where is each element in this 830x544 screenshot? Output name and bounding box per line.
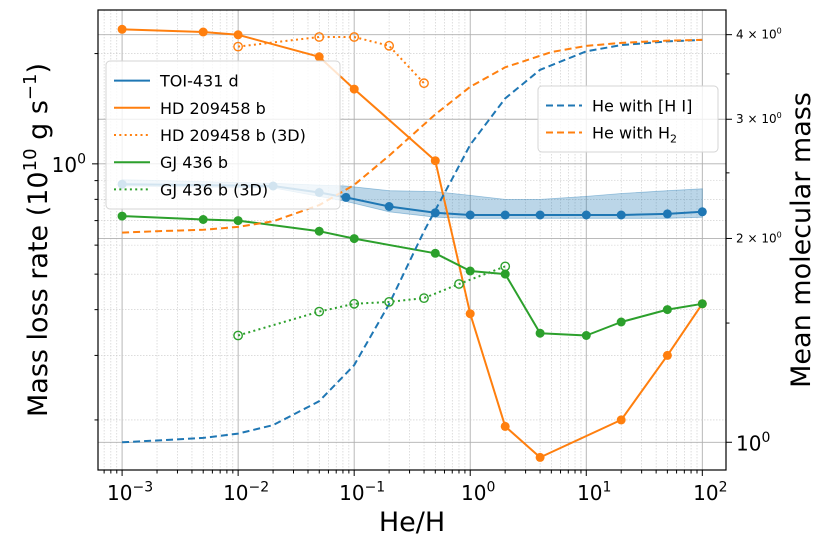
data-point-hd-209458-b-3d [384,40,394,51]
y-left-tick-label: 100 [52,151,86,176]
x-tick-label: 102 [693,480,727,505]
legend-left-label: TOI-431 d [159,72,239,91]
plot-frame [97,9,727,471]
data-point-gj-436-b [697,299,707,309]
data-point-hd-209458-b [314,52,324,62]
series-line-hd-209458-b [122,28,704,459]
tick-layer: 10−3 10−2 10−1 100 101 102 100 100 2 × 100 3 × 10… [52,27,782,505]
data-point-gj-436-b [233,216,243,226]
legend-left-label: GJ 436 b [160,153,228,172]
y-right-tick-label: 2 × 100 [736,230,782,245]
data-point-hd-209458-b [198,27,208,37]
data-point-gj-436-b [314,226,324,236]
data-point-toi-431-d [430,208,440,218]
confidence-band-layer [121,179,703,219]
legend-right-label: He with [H I] [592,97,692,116]
legend-left-frame [105,60,341,210]
data-point-toi-431-d [465,210,475,220]
legend-right-label: He with H2 [592,124,677,146]
y-right-tick-label: 3 × 100 [736,111,782,126]
legend-left-label: HD 209458 b [160,99,266,118]
series-line-gj-436-b [122,215,703,337]
data-point-toi-431-d [616,210,626,220]
legend-left-label: HD 209458 b (3D) [160,126,306,145]
data-point-hd-209458-b [349,84,359,94]
series-line-gj-436-b-3d [237,265,506,337]
x-tick-label: 100 [461,480,495,505]
data-point-gj-436-b-3d [384,296,394,307]
data-point-gj-436-b [535,328,545,338]
ylabel-left-unit-exp: −1 [20,74,41,101]
data-point-gj-436-b [616,317,626,327]
data-point-gj-436-b-3d [419,293,429,303]
data-point-toi-431-d [384,202,394,211]
data-point-hd-209458-b-3d [419,78,429,89]
data-point-gj-436-b [349,234,359,244]
data-point-hd-209458-b-3d [314,32,325,42]
x-tick-label: 10−1 [339,480,385,505]
x-axis-label: He/H [379,507,445,538]
data-point-gj-436-b-3d [454,279,464,289]
data-point-toi-431-d [662,209,672,219]
legend-left-label: GJ 436 b (3D) [160,180,268,199]
series-line-he-with-h-i [122,38,703,444]
ylabel-left-close: ) [23,63,54,74]
data-point-toi-431-d [697,207,707,217]
data-point-gj-436-b [465,266,475,276]
data-point-gj-436-b-3d [349,298,360,309]
confidence-band-toi-431-d [121,179,703,219]
data-point-gj-436-b [500,269,510,279]
data-point-hd-209458-b [662,350,672,360]
data-point-gj-436-b [581,331,591,340]
y-axis-label-right: Mean molecular mass [786,92,817,388]
data-point-hd-209458-b [430,156,440,166]
data-point-hd-209458-b [117,24,127,34]
data-point-hd-209458-b [535,452,545,462]
data-point-hd-209458-b [616,415,626,425]
data-point-hd-209458-b [500,421,510,431]
data-point-hd-209458-b-3d [349,32,360,42]
data-point-toi-431-d [581,210,591,220]
data-point-toi-431-d [535,210,545,220]
data-point-hd-209458-b [465,309,475,319]
data-point-gj-436-b [662,305,672,315]
data-point-gj-436-b [430,248,440,258]
data-point-gj-436-b-3d [233,330,244,341]
y-right-tick-label: 100 [736,430,770,455]
legend-left: TOI-431 d HD 209458 b HD 209458 b (3D) GJ 4… [105,60,341,210]
x-tick-label: 101 [577,480,611,505]
data-point-gj-436-b-3d [314,306,325,317]
data-point-gj-436-b-3d [500,261,511,272]
ylabel-left-exp: 10 [20,148,41,171]
data-point-gj-436-b [198,215,208,224]
data-point-hd-209458-b-3d [233,41,244,52]
series-line-he-with-h2 [122,38,703,234]
data-point-hd-209458-b [233,30,243,40]
x-tick-label: 10−2 [223,480,269,505]
y-axis-label-left: Mass loss rate (1010 g s−1) [20,63,54,417]
data-point-gj-436-b [117,211,127,221]
y-right-tick-label: 4 × 100 [736,27,782,42]
x-tick-label: 10−3 [107,480,153,505]
legend-right-frame [537,85,719,153]
ylabel-left-unit: g s [23,100,54,148]
series-line-hd-209458-b-3d [237,36,425,84]
legend-right: He with [H I] He with H2 [537,85,719,153]
data-point-toi-431-d [341,192,351,202]
data-point-toi-431-d [500,210,510,220]
ylabel-left-main: Mass loss rate (10 [23,171,54,417]
